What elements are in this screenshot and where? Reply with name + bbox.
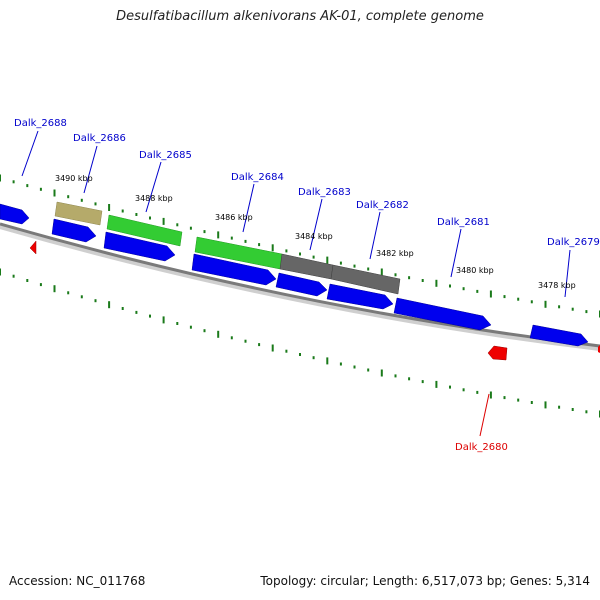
inner-tick-ring: [0, 268, 600, 418]
gene-label-dalk-2685: Dalk_2685: [139, 150, 192, 161]
map-title: Desulfatibacillum alkenivorans AK-01, co…: [116, 9, 484, 24]
outer-tick-ring: [0, 174, 600, 318]
leader-line: [309, 198, 323, 251]
gene-label-dalk-2681: Dalk_2681: [437, 217, 490, 228]
gene-label-dalk-2683: Dalk_2683: [298, 187, 351, 198]
leader-line: [450, 228, 462, 278]
reverse-cds-arrow: [487, 345, 508, 361]
gene-label-dalk-2688: Dalk_2688: [14, 118, 67, 129]
forward-cds-ring: [0, 203, 589, 347]
accession-text: Accession: NC_011768: [9, 574, 146, 588]
kbp-label: 3478 kbp: [538, 281, 576, 290]
gene-label-dalk-2680: Dalk_2680: [455, 442, 508, 453]
genome-summary-text: Topology: circular; Length: 6,517,073 bp…: [260, 574, 590, 588]
kbp-label: 3482 kbp: [376, 249, 414, 258]
kbp-label: 3484 kbp: [295, 232, 333, 241]
blast-hit-segment: [54, 201, 103, 226]
kbp-label: 3486 kbp: [215, 213, 253, 222]
leader-line: [564, 249, 571, 298]
leader-line: [479, 393, 490, 437]
forward-cds-arrow: [191, 253, 277, 286]
leader-line: [369, 211, 381, 260]
gene-label-dalk-2682: Dalk_2682: [356, 200, 409, 211]
gene-labels: Dalk_2688 Dalk_2686 Dalk_2685 Dalk_2684 …: [14, 118, 600, 453]
backbone-line: [0, 222, 600, 348]
kbp-label: 3488 kbp: [135, 194, 173, 203]
leader-line: [21, 130, 39, 177]
reverse-cds-arrow: [29, 240, 37, 255]
blast-hit-ring: [54, 201, 401, 295]
blast-hit-segment: [330, 264, 401, 295]
forward-cds-arrow: [51, 218, 97, 243]
genome-backbone: [0, 222, 600, 351]
kbp-label: 3490 kbp: [55, 174, 93, 183]
label-leader-lines: [21, 130, 571, 437]
gene-label-dalk-2686: Dalk_2686: [73, 133, 126, 144]
forward-cds-arrow: [0, 203, 30, 225]
forward-cds-arrow: [393, 297, 492, 331]
forward-cds-arrow: [103, 231, 176, 262]
forward-cds-arrow: [529, 324, 589, 347]
leader-line: [242, 183, 255, 233]
kbp-labels: 3490 kbp 3488 kbp 3486 kbp 3484 kbp 3482…: [55, 174, 576, 290]
backbone-shadow: [0, 223, 600, 351]
forward-cds-arrow: [275, 272, 328, 297]
gene-label-dalk-2679: Dalk_2679: [547, 237, 600, 248]
leader-line: [145, 161, 162, 213]
forward-cds-arrow: [326, 283, 394, 310]
gene-label-dalk-2684: Dalk_2684: [231, 172, 284, 183]
blast-hit-segment: [106, 214, 183, 247]
kbp-label: 3480 kbp: [456, 266, 494, 275]
leader-line: [83, 145, 98, 194]
